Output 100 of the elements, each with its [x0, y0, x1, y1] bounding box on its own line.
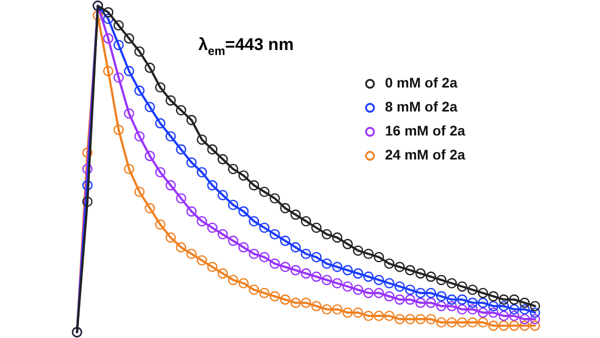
point [478, 298, 488, 308]
point [270, 291, 280, 302]
point [530, 300, 540, 312]
point [248, 284, 260, 295]
point [290, 265, 301, 276]
point [82, 148, 93, 158]
point [322, 274, 332, 286]
point [456, 317, 468, 328]
point [509, 310, 520, 322]
point [280, 294, 290, 305]
point [218, 229, 228, 240]
point [332, 232, 342, 243]
point [498, 310, 509, 322]
point [166, 95, 176, 106]
point [311, 300, 322, 312]
point [352, 268, 364, 279]
point [290, 242, 301, 252]
point [374, 274, 384, 286]
point [113, 40, 124, 50]
point [363, 288, 374, 298]
point [446, 278, 457, 288]
point [519, 298, 530, 308]
point [436, 317, 446, 328]
point [509, 304, 520, 314]
point [155, 82, 166, 93]
point [446, 294, 457, 305]
point [155, 219, 166, 230]
point [426, 298, 436, 308]
point [166, 232, 176, 243]
point [394, 262, 405, 272]
point [404, 314, 416, 324]
point [124, 164, 134, 174]
point [426, 314, 436, 324]
point [280, 262, 290, 272]
point [228, 200, 238, 210]
legend-label: 0 mM of 2a [385, 74, 458, 91]
point [332, 262, 342, 272]
point [342, 238, 353, 250]
point [176, 144, 186, 155]
point [322, 229, 332, 240]
point [259, 186, 270, 197]
point [238, 278, 249, 288]
point [342, 281, 353, 292]
point [478, 317, 488, 328]
point [415, 298, 426, 308]
point [103, 66, 114, 76]
point [509, 294, 520, 305]
point [426, 288, 436, 298]
legend-label: 8 mM of 2a [385, 98, 458, 115]
point [155, 167, 166, 178]
point [176, 242, 186, 252]
point [300, 248, 312, 260]
point [456, 304, 468, 314]
point [248, 180, 260, 190]
point [103, 7, 114, 18]
point [404, 294, 416, 305]
point [384, 291, 394, 302]
point [530, 320, 540, 331]
point [228, 236, 238, 246]
point [124, 108, 134, 119]
point [259, 222, 270, 233]
point [113, 124, 124, 135]
point [248, 216, 260, 226]
point [280, 236, 290, 246]
point [134, 46, 145, 57]
point [82, 164, 93, 174]
point [218, 268, 228, 279]
point [478, 307, 488, 318]
point [238, 206, 249, 217]
point [332, 304, 342, 314]
point [478, 288, 488, 298]
point [530, 314, 540, 324]
point [384, 310, 394, 322]
point [456, 294, 468, 305]
point [186, 157, 197, 168]
point [415, 288, 426, 298]
point [82, 180, 93, 190]
point [342, 307, 353, 318]
point [446, 300, 457, 312]
point [426, 272, 436, 282]
point [186, 248, 197, 260]
point [374, 310, 384, 322]
point [446, 317, 457, 328]
point [363, 272, 374, 282]
point [228, 164, 238, 174]
point [352, 284, 364, 295]
point [186, 206, 197, 217]
point [166, 131, 176, 142]
point [488, 320, 499, 331]
point [415, 314, 426, 324]
point [270, 229, 280, 240]
point [144, 102, 156, 112]
point [322, 258, 332, 269]
point [363, 310, 374, 322]
point [488, 300, 499, 312]
point [394, 314, 405, 324]
point [394, 281, 405, 292]
point [248, 248, 260, 260]
point [300, 268, 312, 279]
point [176, 193, 186, 204]
